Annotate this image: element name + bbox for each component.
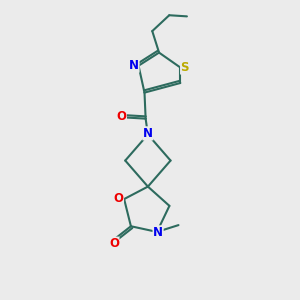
Text: N: N <box>129 59 139 72</box>
Text: S: S <box>181 61 189 74</box>
Text: O: O <box>116 110 126 123</box>
Text: N: N <box>143 127 153 140</box>
Text: N: N <box>153 226 163 239</box>
Text: O: O <box>113 192 124 205</box>
Text: O: O <box>109 237 119 250</box>
